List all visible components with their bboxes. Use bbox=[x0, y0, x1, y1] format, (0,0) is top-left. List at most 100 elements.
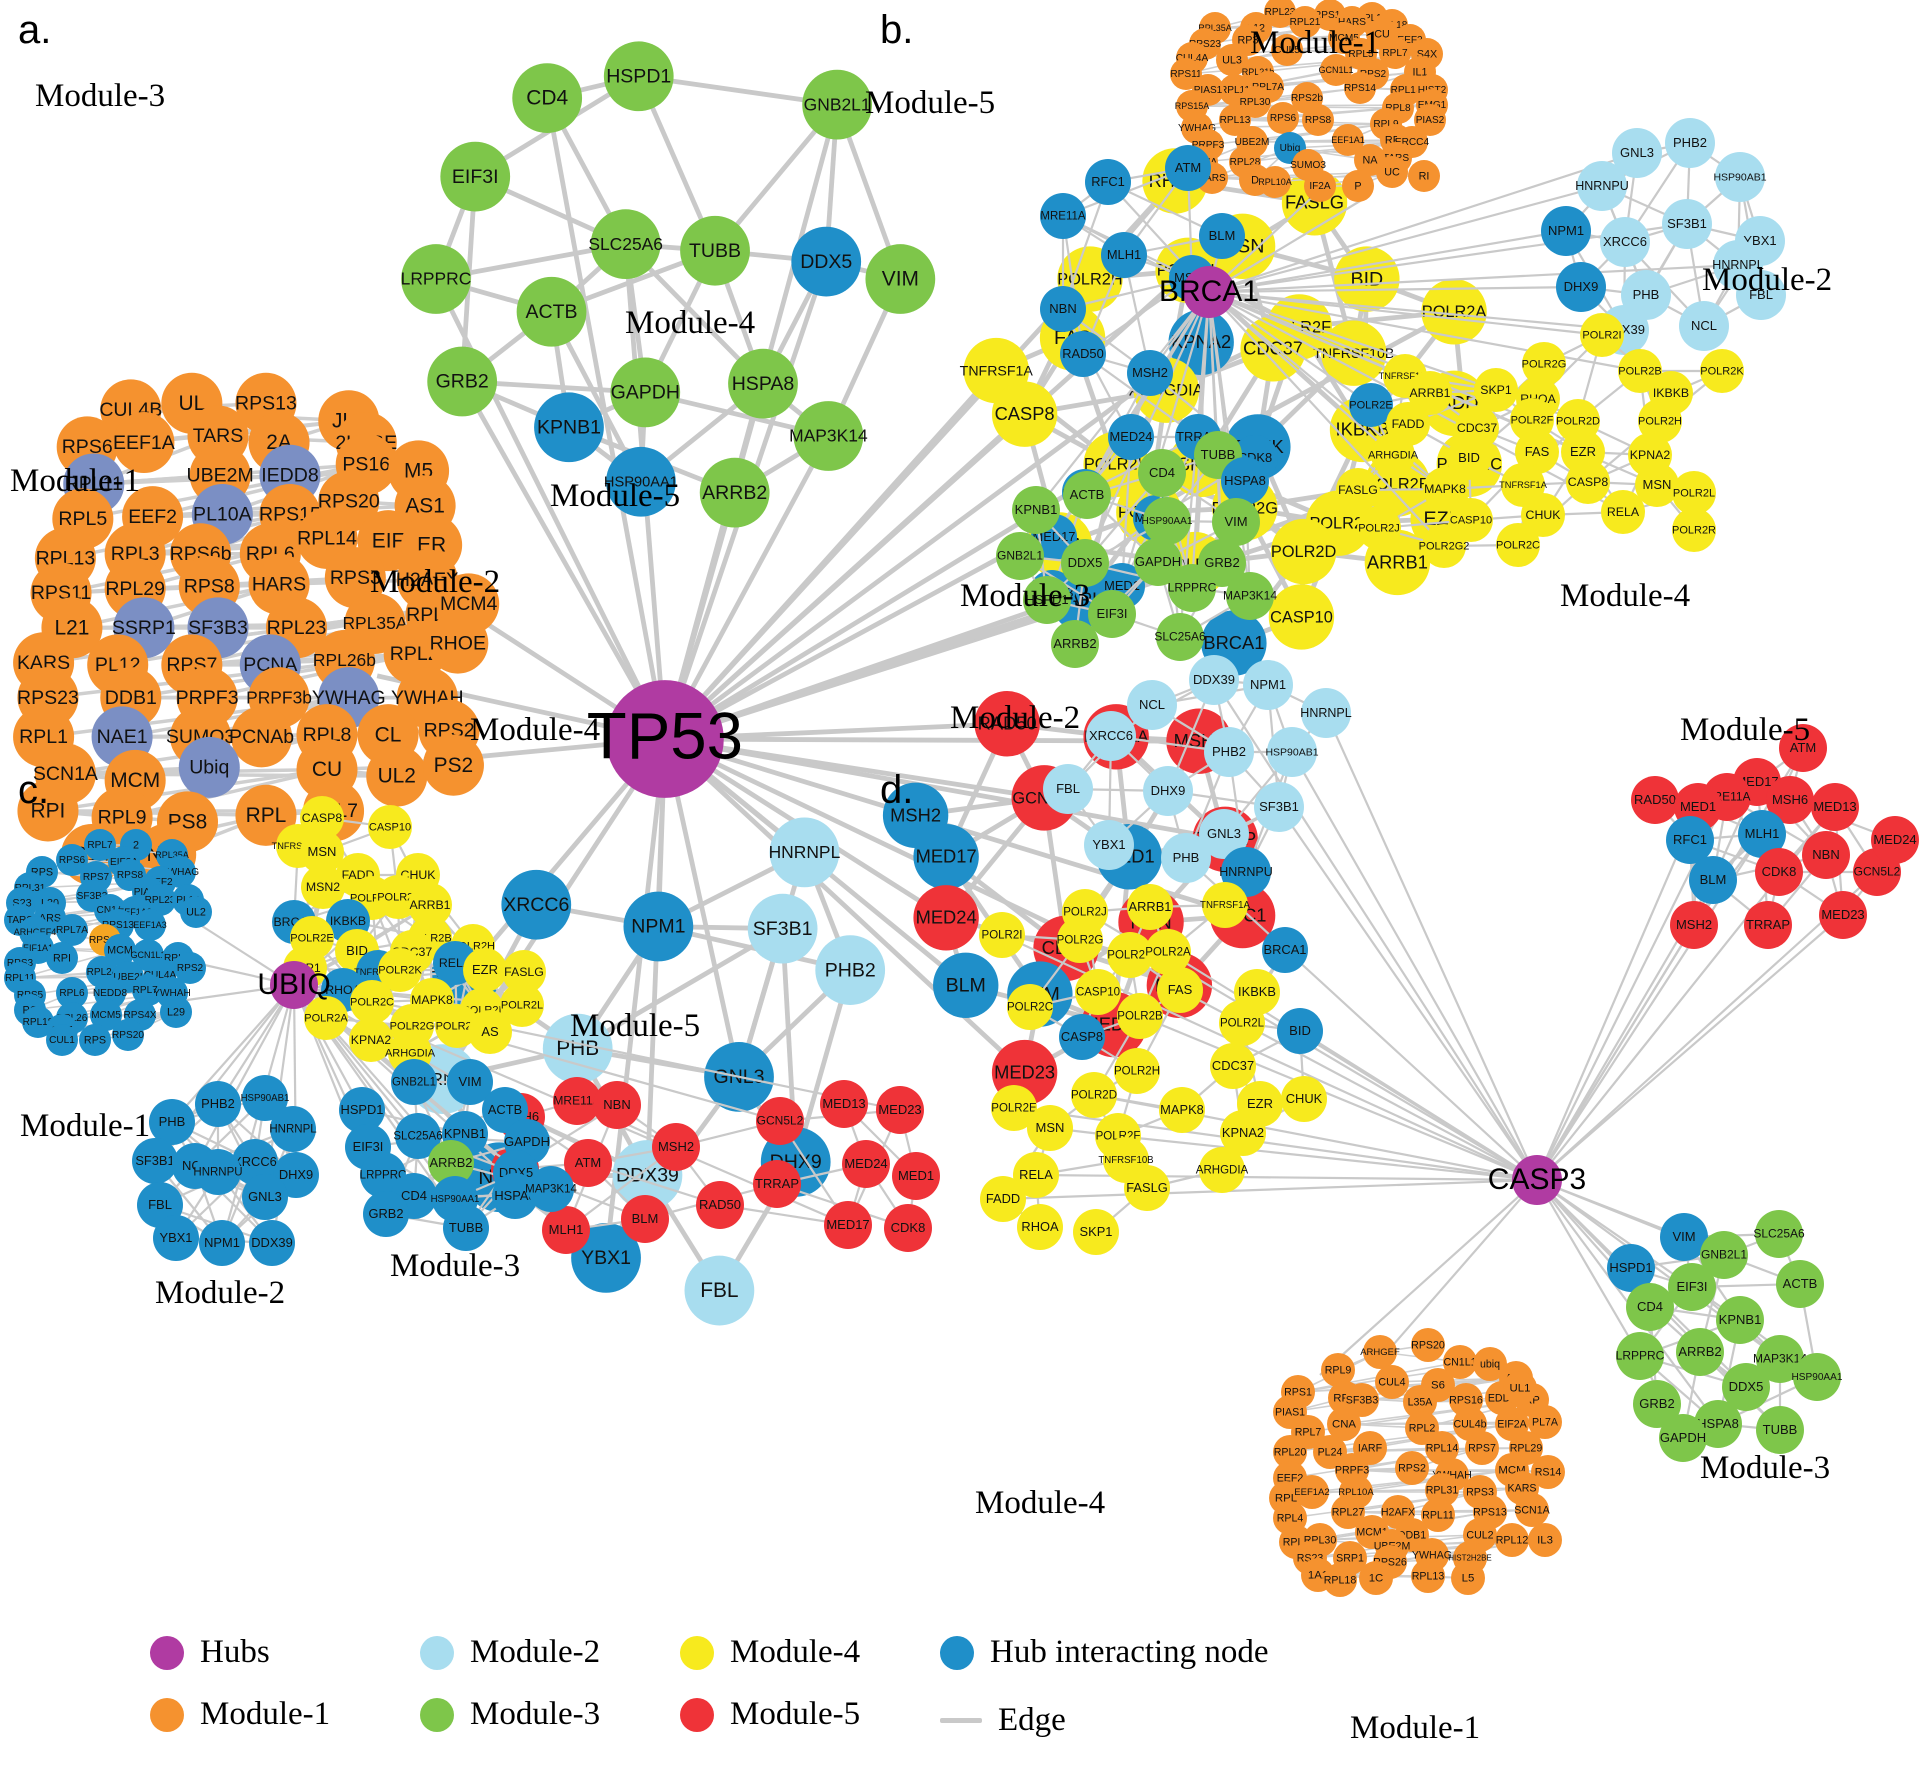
network-node[interactable]: RPS20 bbox=[1411, 1328, 1445, 1362]
network-node[interactable]: NCL bbox=[1127, 680, 1177, 730]
network-node[interactable]: MSH2 bbox=[1670, 901, 1718, 949]
module-label: Module-4 bbox=[975, 1485, 1106, 1521]
network-node[interactable]: CD4 bbox=[1626, 1283, 1674, 1331]
network-node[interactable]: ACTB bbox=[1776, 1260, 1824, 1308]
network-node[interactable]: KPNB1 bbox=[1716, 1296, 1764, 1344]
module-label: Module-1 bbox=[1350, 1710, 1481, 1746]
network-node[interactable]: CASP10 bbox=[1075, 969, 1121, 1015]
network-node[interactable]: MED13 bbox=[1811, 783, 1859, 831]
network-node[interactable]: POLR2L bbox=[1219, 1000, 1265, 1046]
network-node[interactable]: DDX39 bbox=[1189, 655, 1239, 705]
legend-item-module-5: Module-5 bbox=[680, 1696, 860, 1733]
legend-label-module-1: Module-1 bbox=[200, 1696, 331, 1732]
network-node[interactable]: RPL18 bbox=[1323, 1563, 1357, 1597]
node-group: CASP8CASP10TNFRSF10BCHUKFADDMSNMSN2POLR2… bbox=[272, 796, 546, 1075]
module-label: Module-2 bbox=[1702, 262, 1833, 298]
network-node[interactable]: NPM1 bbox=[1243, 660, 1293, 710]
network-node[interactable]: EIF3I bbox=[1668, 1263, 1716, 1311]
legend-item-module-2: Module-2 bbox=[420, 1634, 600, 1671]
network-node[interactable]: FAS bbox=[1157, 967, 1203, 1013]
legend-item-module-1: Module-1 bbox=[150, 1696, 330, 1733]
network-node[interactable]: MAPK8 bbox=[1159, 1087, 1205, 1133]
network-node[interactable]: FASLG bbox=[1124, 1165, 1170, 1211]
network-node[interactable]: LRPPRC bbox=[1616, 1332, 1665, 1380]
network-node[interactable]: CDC37 bbox=[1210, 1043, 1256, 1089]
network-node[interactable]: HNRNPL bbox=[1300, 688, 1352, 738]
module-label: Module-3 bbox=[35, 78, 166, 114]
network-node[interactable]: 1C bbox=[1359, 1561, 1393, 1595]
network-node[interactable]: BRCA1 bbox=[1262, 927, 1308, 973]
module1-blob: ARHGEFRPS20RPL9RPS1CN1L1ubiqAS2S6CUL4RPS… bbox=[1269, 1328, 1565, 1597]
legend-item-edge: Edge bbox=[940, 1702, 1066, 1739]
module-5-swatch-icon bbox=[680, 1697, 714, 1732]
legend-item-hubs: Hubs bbox=[150, 1634, 270, 1671]
edge-swatch-icon bbox=[940, 1718, 982, 1723]
network-node[interactable]: DHX9 bbox=[1143, 766, 1193, 816]
network-node[interactable]: CUL4 bbox=[1375, 1365, 1409, 1399]
network-node[interactable]: RFC1 bbox=[1666, 816, 1714, 864]
module-label: Module-3 bbox=[390, 1248, 521, 1284]
network-node[interactable]: POLR2H bbox=[1114, 1048, 1160, 1094]
network-node[interactable]: RPS2 bbox=[1395, 1451, 1429, 1485]
module-4-swatch-icon bbox=[680, 1635, 714, 1670]
network-node[interactable]: YBX1 bbox=[1084, 820, 1134, 870]
network-node[interactable]: POLR2C bbox=[1007, 984, 1053, 1030]
network-node[interactable]: BLM bbox=[1689, 856, 1737, 904]
module-label: Module-2 bbox=[950, 700, 1081, 736]
hub-node[interactable]: TP53 bbox=[587, 680, 743, 798]
network-node[interactable]: FBL bbox=[1043, 764, 1093, 814]
network-node[interactable]: RPS7 bbox=[1465, 1431, 1499, 1465]
network-node[interactable]: POLR2D bbox=[1071, 1072, 1117, 1118]
module-label: Module-3 bbox=[960, 578, 1091, 614]
network-node[interactable]: POLR2B bbox=[1117, 993, 1163, 1039]
network-node[interactable]: MSN bbox=[1027, 1105, 1073, 1151]
network-node[interactable]: POLR2G bbox=[1057, 917, 1104, 963]
network-node[interactable]: PHB bbox=[1161, 833, 1211, 883]
network-node[interactable]: UL1 bbox=[1503, 1371, 1537, 1405]
network-node[interactable]: RPL12 bbox=[1495, 1523, 1529, 1557]
hub-label: CASP3 bbox=[1488, 1163, 1586, 1196]
network-node[interactable]: NBN bbox=[1802, 831, 1850, 879]
hub-node[interactable]: UBIQ bbox=[257, 961, 331, 1009]
network-node[interactable]: BID bbox=[1277, 1008, 1323, 1054]
network-node[interactable]: FADD bbox=[980, 1176, 1026, 1222]
hubs-swatch-icon bbox=[150, 1635, 184, 1670]
network-node[interactable]: POLR2I bbox=[979, 912, 1025, 958]
network-node[interactable]: ARHGEF bbox=[1360, 1335, 1400, 1369]
network-node[interactable]: RPL13 bbox=[1411, 1559, 1445, 1593]
hub-label: BRCA1 bbox=[1159, 275, 1259, 308]
network-node[interactable]: SF3B1 bbox=[1254, 782, 1304, 832]
hub-node[interactable]: CASP3 bbox=[1488, 1155, 1586, 1205]
network-node[interactable]: TUBB bbox=[1756, 1406, 1804, 1454]
network-node[interactable]: IL3 bbox=[1528, 1523, 1562, 1557]
legend-label-hub-interacting-node: Hub interacting node bbox=[990, 1634, 1269, 1670]
network-node[interactable]: CDK8 bbox=[1755, 848, 1803, 896]
network-node[interactable]: RHOA bbox=[1017, 1204, 1063, 1250]
network-node[interactable]: L5 bbox=[1451, 1561, 1485, 1595]
network-node[interactable]: TRRAP bbox=[1744, 901, 1792, 949]
module-label: Module-5 bbox=[1680, 712, 1811, 748]
network-node[interactable]: RAD50 bbox=[1631, 776, 1679, 824]
network-node[interactable]: ARRB2 bbox=[1676, 1328, 1724, 1376]
panel-d-label: d. bbox=[880, 768, 914, 812]
module-label: Module-1 bbox=[10, 463, 141, 499]
network-node[interactable]: SKP1 bbox=[1073, 1209, 1119, 1255]
network-node[interactable]: XRCC6 bbox=[1086, 711, 1136, 761]
network-node[interactable]: SLC25A6 bbox=[1753, 1210, 1805, 1258]
network-node[interactable]: MED23 bbox=[1819, 891, 1867, 939]
legend-label-module-3: Module-3 bbox=[470, 1696, 601, 1732]
network-node[interactable]: CHUK bbox=[1281, 1076, 1327, 1122]
network-node[interactable]: PHB2 bbox=[1204, 727, 1254, 777]
module-label: Module-3 bbox=[1700, 1450, 1831, 1486]
legend-item-module-4: Module-4 bbox=[680, 1634, 860, 1671]
hub-node[interactable]: BRCA1 bbox=[1159, 266, 1259, 318]
module-label: Module-4 bbox=[625, 305, 756, 341]
network-node[interactable]: CASP8 bbox=[1059, 1014, 1105, 1060]
legend-label-module-2: Module-2 bbox=[470, 1634, 601, 1670]
module-label: Module-1 bbox=[20, 1108, 151, 1144]
panel-a-label: a. bbox=[18, 8, 52, 52]
network-node[interactable]: MED24 bbox=[1871, 816, 1919, 864]
network-node[interactable]: ARRB1 bbox=[1127, 884, 1173, 930]
